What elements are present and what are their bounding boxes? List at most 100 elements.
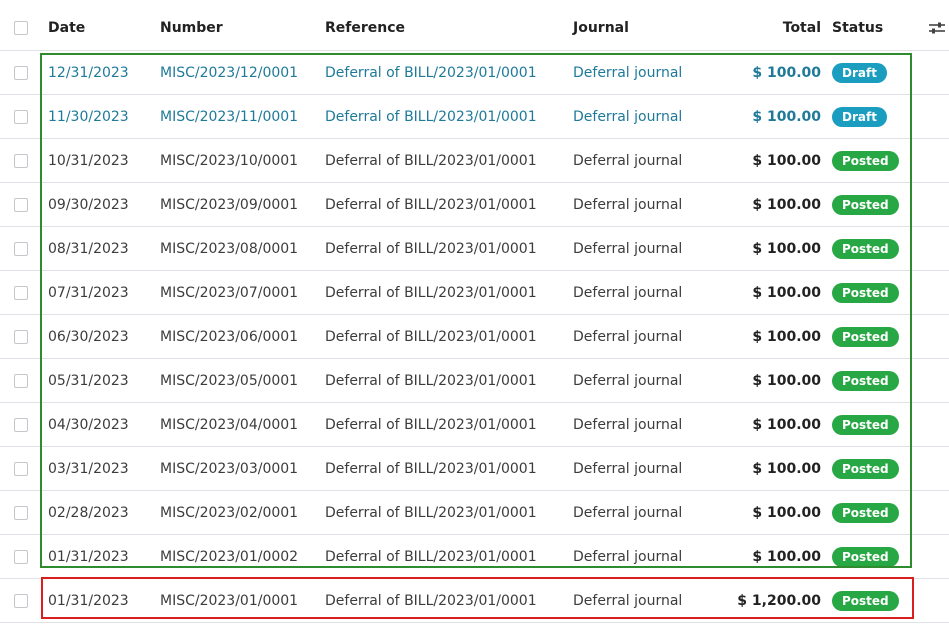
row-select-cell xyxy=(14,315,32,358)
cell-number: MISC/2023/03/0001 xyxy=(160,460,299,477)
table-row[interactable]: 05/31/2023 MISC/2023/05/0001 Deferral of B… xyxy=(0,359,949,403)
cell-journal: Deferral journal xyxy=(573,108,683,125)
cell-date: 05/31/2023 xyxy=(48,372,129,389)
cell-number: MISC/2023/09/0001 xyxy=(160,196,299,213)
cell-total: $ 100.00 xyxy=(752,372,821,389)
row-checkbox[interactable] xyxy=(14,109,28,124)
cell-number: MISC/2023/05/0001 xyxy=(160,372,299,389)
row-checkbox[interactable] xyxy=(14,197,28,212)
cell-status: Draft xyxy=(832,95,887,138)
cell-number: MISC/2023/01/0001 xyxy=(160,592,299,609)
select-all-checkbox[interactable] xyxy=(14,21,28,35)
status-badge: Posted xyxy=(832,458,899,479)
cell-total: $ 100.00 xyxy=(752,64,821,81)
status-badge: Posted xyxy=(832,502,899,523)
cell-number: MISC/2023/08/0001 xyxy=(160,240,299,257)
status-badge: Draft xyxy=(832,62,887,83)
table-row[interactable]: 08/31/2023 MISC/2023/08/0001 Deferral of B… xyxy=(0,227,949,271)
select-all-cell xyxy=(14,6,32,50)
column-header-date[interactable]: Date xyxy=(48,20,86,36)
cell-total: $ 100.00 xyxy=(752,460,821,477)
table-row[interactable]: 01/31/2023 MISC/2023/01/0002 Deferral of B… xyxy=(0,535,949,579)
column-options-button[interactable] xyxy=(929,6,945,50)
column-header-journal[interactable]: Journal xyxy=(573,20,629,36)
cell-status: Posted xyxy=(832,227,899,270)
cell-date: 01/31/2023 xyxy=(48,592,129,609)
cell-journal: Deferral journal xyxy=(573,504,683,521)
cell-number: MISC/2023/02/0001 xyxy=(160,504,299,521)
table-row[interactable]: 07/31/2023 MISC/2023/07/0001 Deferral of B… xyxy=(0,271,949,315)
status-badge: Posted xyxy=(832,590,899,611)
cell-date: 12/31/2023 xyxy=(48,64,129,81)
cell-date: 01/31/2023 xyxy=(48,548,129,565)
column-header-status[interactable]: Status xyxy=(832,20,884,36)
cell-reference: Deferral of BILL/2023/01/0001 xyxy=(325,592,537,609)
cell-reference: Deferral of BILL/2023/01/0001 xyxy=(325,152,537,169)
row-checkbox[interactable] xyxy=(14,373,28,388)
cell-date: 07/31/2023 xyxy=(48,284,129,301)
cell-journal: Deferral journal xyxy=(573,548,683,565)
cell-reference: Deferral of BILL/2023/01/0001 xyxy=(325,196,537,213)
cell-date: 03/31/2023 xyxy=(48,460,129,477)
cell-date: 10/31/2023 xyxy=(48,152,129,169)
cell-number: MISC/2023/12/0001 xyxy=(160,64,299,81)
row-checkbox[interactable] xyxy=(14,505,28,520)
cell-date: 06/30/2023 xyxy=(48,328,129,345)
cell-date: 09/30/2023 xyxy=(48,196,129,213)
cell-status: Posted xyxy=(832,271,899,314)
status-badge: Posted xyxy=(832,150,899,171)
row-checkbox[interactable] xyxy=(14,153,28,168)
row-checkbox[interactable] xyxy=(14,549,28,564)
cell-number: MISC/2023/07/0001 xyxy=(160,284,299,301)
status-badge: Posted xyxy=(832,326,899,347)
table-row[interactable]: 10/31/2023 MISC/2023/10/0001 Deferral of B… xyxy=(0,139,949,183)
cell-reference: Deferral of BILL/2023/01/0001 xyxy=(325,416,537,433)
row-checkbox[interactable] xyxy=(14,65,28,80)
row-checkbox[interactable] xyxy=(14,461,28,476)
row-checkbox[interactable] xyxy=(14,285,28,300)
status-badge: Draft xyxy=(832,106,887,127)
row-checkbox[interactable] xyxy=(14,241,28,256)
cell-journal: Deferral journal xyxy=(573,284,683,301)
column-header-reference[interactable]: Reference xyxy=(325,20,406,36)
cell-status: Posted xyxy=(832,315,899,358)
status-badge: Posted xyxy=(832,282,899,303)
row-select-cell xyxy=(14,139,32,182)
cell-journal: Deferral journal xyxy=(573,328,683,345)
column-header-number[interactable]: Number xyxy=(160,20,223,36)
cell-journal: Deferral journal xyxy=(573,416,683,433)
table-row[interactable]: 11/30/2023 MISC/2023/11/0001 Deferral of B… xyxy=(0,95,949,139)
cell-reference: Deferral of BILL/2023/01/0001 xyxy=(325,504,537,521)
table-row[interactable]: 01/31/2023 MISC/2023/01/0001 Deferral of B… xyxy=(0,579,949,623)
cell-status: Draft xyxy=(832,51,887,94)
table-row[interactable]: 12/31/2023 MISC/2023/12/0001 Deferral of B… xyxy=(0,51,949,95)
table-row[interactable]: 04/30/2023 MISC/2023/04/0001 Deferral of B… xyxy=(0,403,949,447)
cell-total: $ 1,200.00 xyxy=(737,592,821,609)
row-checkbox[interactable] xyxy=(14,329,28,344)
cell-journal: Deferral journal xyxy=(573,64,683,81)
cell-date: 08/31/2023 xyxy=(48,240,129,257)
row-checkbox[interactable] xyxy=(14,417,28,432)
cell-journal: Deferral journal xyxy=(573,152,683,169)
cell-total: $ 100.00 xyxy=(752,328,821,345)
row-select-cell xyxy=(14,535,32,578)
row-checkbox[interactable] xyxy=(14,593,28,608)
column-header-total[interactable]: Total xyxy=(782,20,821,36)
journal-entries-table: Date Number Reference Journal Total Stat… xyxy=(0,6,949,623)
row-select-cell xyxy=(14,491,32,534)
cell-total: $ 100.00 xyxy=(752,152,821,169)
table-row[interactable]: 09/30/2023 MISC/2023/09/0001 Deferral of B… xyxy=(0,183,949,227)
cell-journal: Deferral journal xyxy=(573,372,683,389)
row-select-cell xyxy=(14,227,32,270)
cell-status: Posted xyxy=(832,359,899,402)
row-select-cell xyxy=(14,183,32,226)
status-badge: Posted xyxy=(832,194,899,215)
table-row[interactable]: 03/31/2023 MISC/2023/03/0001 Deferral of B… xyxy=(0,447,949,491)
cell-total: $ 100.00 xyxy=(752,240,821,257)
table-row[interactable]: 06/30/2023 MISC/2023/06/0001 Deferral of B… xyxy=(0,315,949,359)
table-row[interactable]: 02/28/2023 MISC/2023/02/0001 Deferral of B… xyxy=(0,491,949,535)
cell-reference: Deferral of BILL/2023/01/0001 xyxy=(325,240,537,257)
cell-reference: Deferral of BILL/2023/01/0001 xyxy=(325,284,537,301)
status-badge: Posted xyxy=(832,370,899,391)
sliders-icon xyxy=(929,22,945,34)
